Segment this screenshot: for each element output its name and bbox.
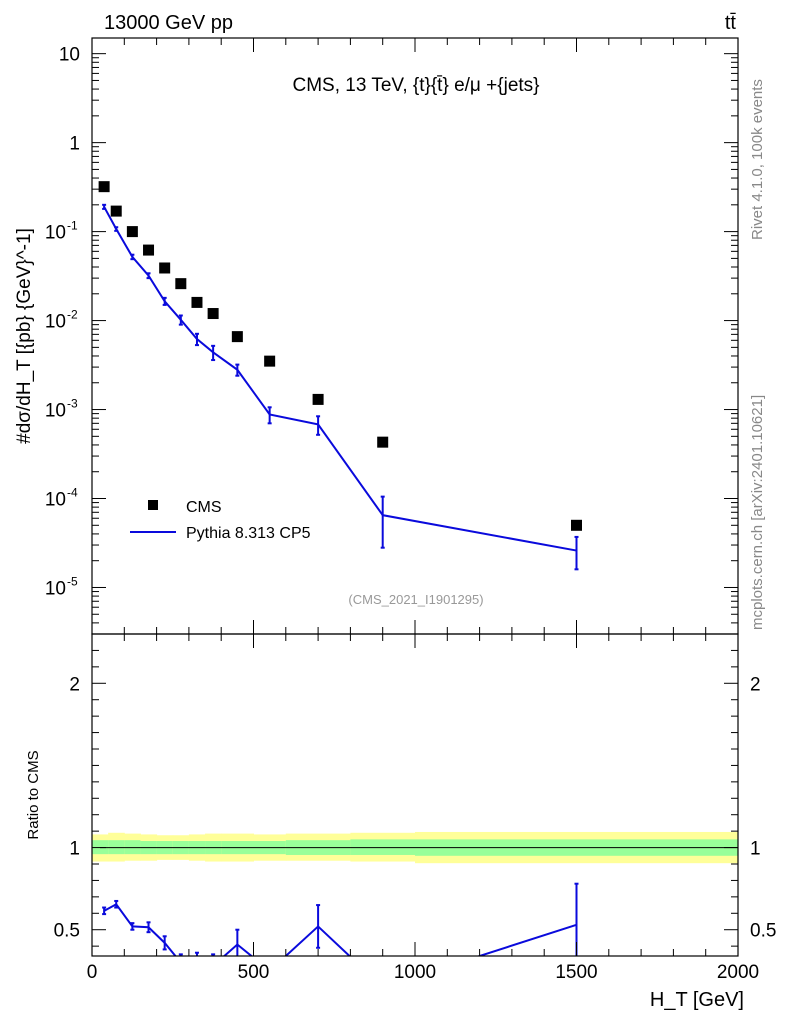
- ratio-y-tick-label-right: 0.5: [750, 921, 776, 942]
- ratio-panel-ticks: 0 500 1000 1500 2000 0.5 0.5 1 1 2 2: [54, 634, 776, 983]
- pythia-line: [103, 206, 577, 552]
- cms-data-point: [207, 308, 219, 320]
- cms-data-point: [571, 519, 582, 531]
- x-tick-label: 1500: [555, 962, 597, 983]
- ratio-y-tick-label-left: 2: [69, 674, 80, 695]
- ratio-y-axis-label: Ratio to CMS: [25, 750, 42, 839]
- y-tick-exponent: -4: [67, 486, 78, 500]
- y-tick-exponent: -2: [67, 308, 78, 322]
- cms-data-point: [175, 278, 187, 290]
- cms-data-point: [231, 331, 243, 343]
- rivet-label: Rivet 4.1.0, 100k events: [749, 79, 766, 240]
- cms-data-point: [126, 226, 138, 238]
- cms-data-point: [159, 262, 171, 274]
- analysis-id: (CMS_2021_I1901295): [348, 592, 483, 607]
- ratio-panel-series: [102, 882, 579, 956]
- y-tick-label: 10: [45, 312, 66, 333]
- y-tick-exponent: -1: [67, 219, 78, 233]
- x-tick-label: 0: [87, 962, 98, 983]
- legend-marker-cms: [148, 500, 158, 510]
- y-tick-label: 10: [59, 45, 80, 66]
- y-tick-exponent: -5: [67, 574, 78, 588]
- cms-data-point: [98, 181, 110, 193]
- cms-data-point: [377, 436, 389, 448]
- ratio-y-tick-label-right: 1: [750, 839, 761, 860]
- legend: CMS Pythia 8.313 CP5: [130, 499, 311, 542]
- header-right: tt̄: [725, 12, 737, 34]
- cms-data-point: [110, 205, 122, 217]
- x-tick-label: 500: [238, 962, 270, 983]
- cms-data-point: [312, 393, 324, 405]
- x-axis-label: H_T [GeV]: [650, 989, 744, 1011]
- ratio-y-tick-label-left: 1: [69, 839, 80, 860]
- ratio-pythia-line: [103, 902, 577, 956]
- y-tick-label: 1: [69, 134, 80, 155]
- ratio-panel-frame: [91, 633, 739, 957]
- legend-label-cms: CMS: [186, 499, 222, 516]
- main-y-axis-label: #dσ/dH_T [{pb} {GeV}^-1]: [14, 228, 35, 444]
- cms-data-point: [191, 296, 203, 308]
- legend-label-pythia: Pythia 8.313 CP5: [186, 525, 311, 542]
- y-tick-label: 10: [45, 223, 66, 244]
- ratio-y-tick-label-right: 2: [750, 674, 761, 695]
- cms-data-point: [143, 244, 155, 256]
- y-tick-label: 10: [45, 490, 66, 511]
- mcplots-label: mcplots.cern.ch [arXiv:2401.10621]: [749, 395, 766, 630]
- ratio-y-tick-label-left: 0.5: [54, 921, 80, 942]
- cms-data-point: [264, 355, 276, 367]
- y-tick-exponent: -3: [67, 397, 78, 411]
- main-panel-series: [98, 181, 582, 571]
- header-left: 13000 GeV pp: [104, 12, 233, 34]
- x-tick-label: 1000: [394, 962, 436, 983]
- y-tick-label: 10: [45, 578, 66, 599]
- main-title: CMS, 13 TeV, {t}{t̄} e/μ +{jets}: [292, 75, 539, 96]
- ratio-panel-bands: [92, 831, 738, 864]
- x-tick-label: 2000: [717, 962, 759, 983]
- main-panel-frame: [91, 37, 739, 635]
- y-tick-label: 10: [45, 401, 66, 422]
